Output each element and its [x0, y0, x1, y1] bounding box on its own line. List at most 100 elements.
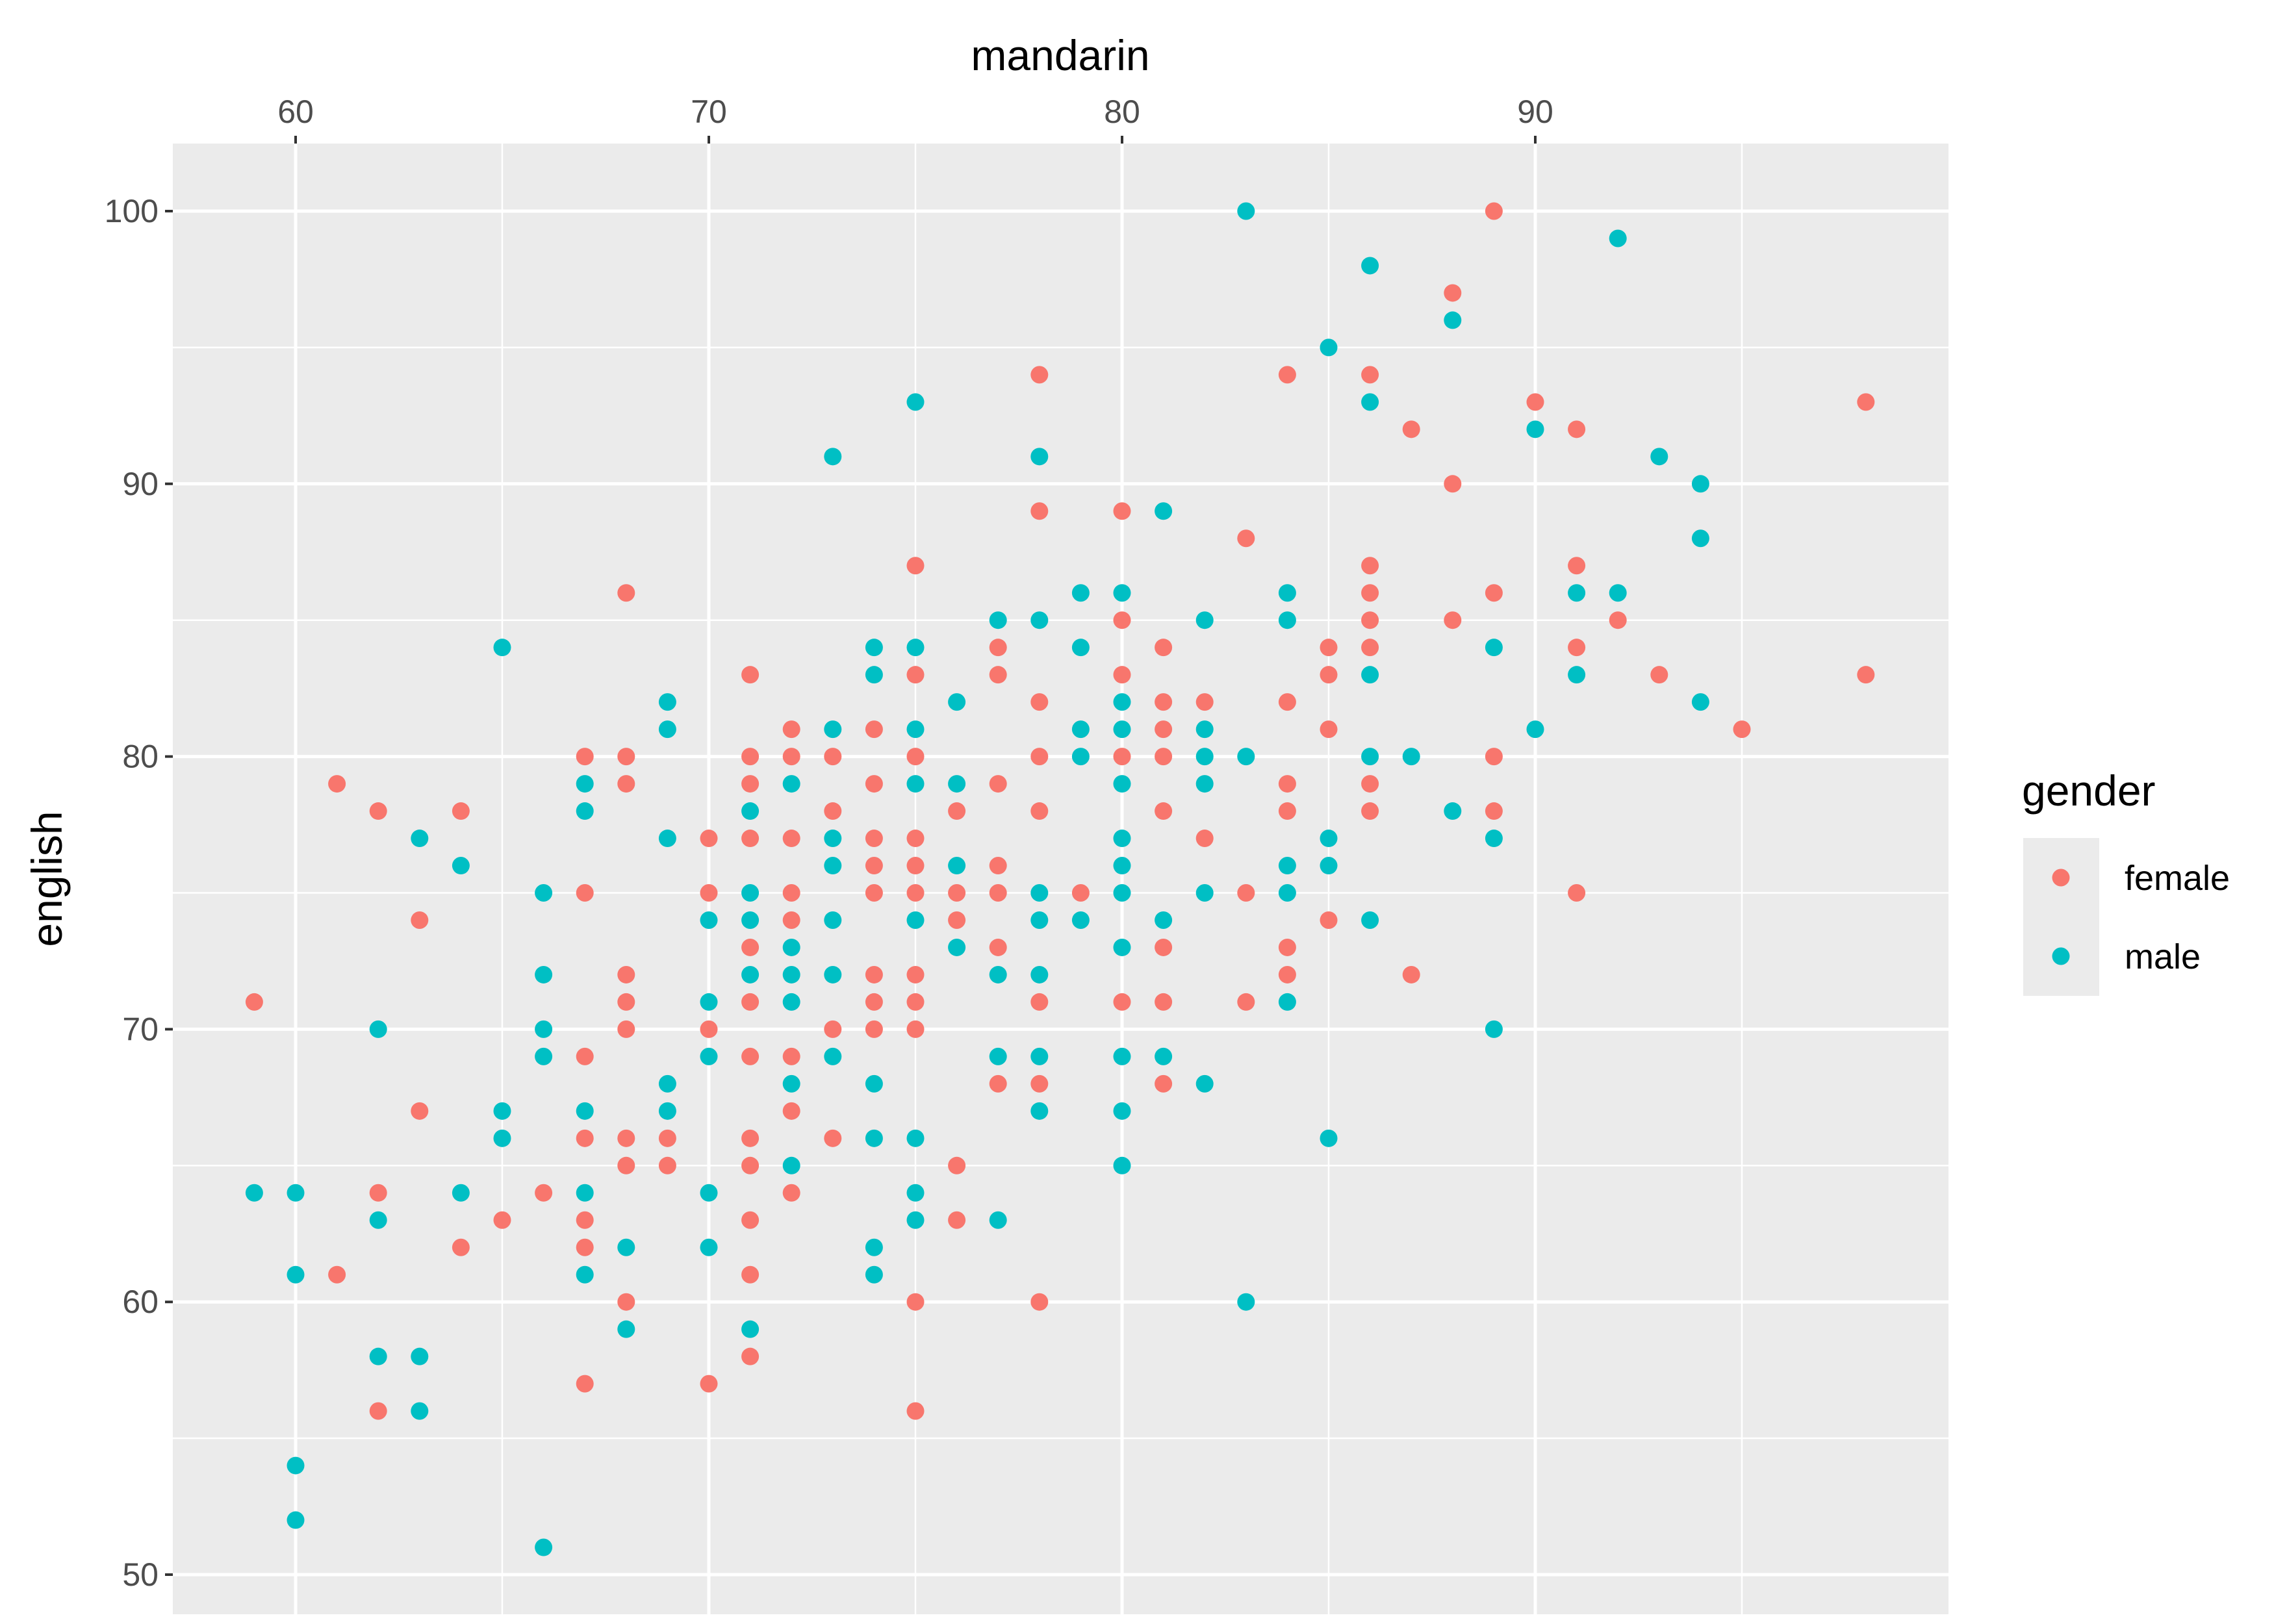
point-female [741, 666, 760, 684]
point-male [1609, 584, 1627, 602]
point-female [1237, 993, 1255, 1011]
point-female [906, 1020, 925, 1038]
point-female [617, 1293, 635, 1311]
point-male [1030, 965, 1049, 983]
point-male [824, 911, 842, 929]
point-male [989, 1047, 1007, 1065]
point-female [865, 1020, 883, 1038]
point-female [1278, 938, 1296, 956]
point-male [411, 1402, 429, 1420]
point-female [782, 830, 800, 848]
point-female [865, 965, 883, 983]
point-male [1195, 748, 1214, 766]
point-female [617, 1129, 635, 1147]
y-tick-label: 80 [122, 739, 159, 775]
point-female [1444, 611, 1462, 629]
point-female [1113, 502, 1131, 520]
point-female [1113, 993, 1131, 1011]
point-male [1361, 257, 1379, 275]
data-points [245, 202, 1875, 1556]
point-male [1361, 393, 1379, 411]
point-male [824, 448, 842, 466]
point-female [782, 748, 800, 766]
point-female [741, 993, 760, 1011]
point-male [1195, 884, 1214, 902]
point-male [700, 911, 718, 929]
point-male [1113, 720, 1131, 739]
point-female [1155, 693, 1173, 711]
point-female [948, 911, 966, 929]
point-female [1568, 557, 1586, 575]
point-female [906, 993, 925, 1011]
point-female [617, 775, 635, 793]
point-female [1485, 202, 1503, 220]
point-female [700, 830, 718, 848]
point-female [1155, 802, 1173, 820]
point-female [824, 748, 842, 766]
point-female [1320, 639, 1338, 657]
point-male [493, 1129, 511, 1147]
point-male [658, 693, 676, 711]
point-male [906, 775, 925, 793]
point-female [989, 775, 1007, 793]
point-female [741, 1156, 760, 1174]
point-male [287, 1456, 305, 1475]
point-female [700, 884, 718, 902]
point-female [741, 1211, 760, 1229]
point-male [493, 639, 511, 657]
point-female [1278, 693, 1296, 711]
point-female [865, 884, 883, 902]
point-female [948, 884, 966, 902]
point-male [1320, 338, 1338, 357]
point-male [1485, 639, 1503, 657]
point-male [700, 993, 718, 1011]
point-male [741, 802, 760, 820]
point-male [1691, 475, 1709, 493]
point-female [1237, 884, 1255, 902]
x-tick-label: 70 [691, 94, 727, 130]
point-male [1030, 1102, 1049, 1120]
point-female [906, 748, 925, 766]
point-female [865, 993, 883, 1011]
point-male [824, 830, 842, 848]
point-female [576, 884, 594, 902]
point-male [865, 1238, 883, 1256]
point-male [700, 1184, 718, 1202]
point-male [1071, 748, 1090, 766]
point-female [617, 993, 635, 1011]
point-female [1857, 666, 1875, 684]
x-axis-title: mandarin [971, 31, 1149, 79]
x-axis-ticks: 60 70 80 90 [277, 94, 1553, 144]
point-female [782, 1184, 800, 1202]
point-male [741, 884, 760, 902]
legend-key-male [2052, 947, 2070, 965]
point-male [452, 1184, 470, 1202]
point-female [824, 1129, 842, 1147]
y-axis-title: english [23, 811, 71, 946]
point-male [658, 720, 676, 739]
y-tick-label: 90 [122, 466, 159, 502]
point-male [576, 802, 594, 820]
point-male [1361, 748, 1379, 766]
point-male [782, 775, 800, 793]
point-female [576, 1129, 594, 1147]
point-male [576, 1102, 594, 1120]
point-female [741, 775, 760, 793]
point-male [535, 1538, 553, 1556]
point-male [824, 965, 842, 983]
point-male [1278, 611, 1296, 629]
point-female [411, 1102, 429, 1120]
point-male [1030, 911, 1049, 929]
point-male [1237, 1293, 1255, 1311]
point-male [1278, 857, 1296, 875]
point-female [658, 1156, 676, 1174]
point-female [576, 1238, 594, 1256]
point-female [1650, 666, 1668, 684]
point-male [452, 857, 470, 875]
point-female [906, 666, 925, 684]
legend-title: gender [2022, 767, 2156, 815]
point-male [1155, 911, 1173, 929]
y-tick-label: 50 [122, 1556, 159, 1593]
point-male [782, 1074, 800, 1093]
point-female [411, 911, 429, 929]
